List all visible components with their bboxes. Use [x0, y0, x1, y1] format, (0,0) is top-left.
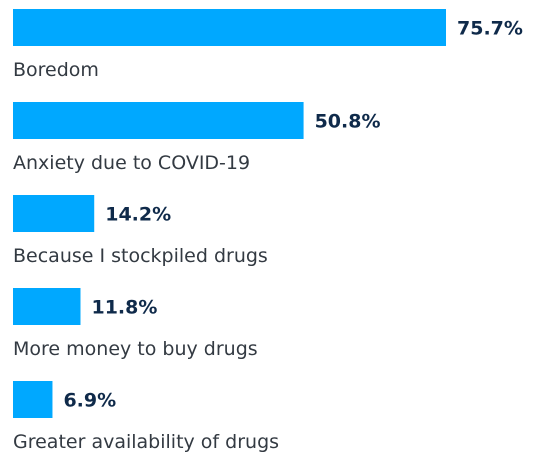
- bar-row: 14.2% Because I stockpiled drugs: [13, 195, 268, 267]
- bars-layer: 75.7% Boredom 50.8% Anxiety due to COVID-19…: [13, 9, 523, 453]
- bar: [13, 195, 95, 232]
- bar-value-label: 6.9%: [63, 390, 116, 412]
- category-label: Boredom: [13, 59, 99, 81]
- bar: [13, 381, 53, 418]
- bar-value-label: 50.8%: [315, 111, 381, 133]
- category-label: Because I stockpiled drugs: [13, 245, 268, 267]
- bar: [13, 288, 81, 325]
- bar-value-label: 14.2%: [105, 204, 171, 226]
- bar-row: 6.9% Greater availability of drugs: [13, 381, 279, 453]
- bar-value-label: 11.8%: [91, 297, 157, 319]
- bar-row: 11.8% More money to buy drugs: [13, 288, 258, 360]
- bar-row: 50.8% Anxiety due to COVID-19: [13, 102, 380, 174]
- bar: [13, 102, 304, 139]
- category-label: More money to buy drugs: [13, 338, 258, 360]
- bar-value-label: 75.7%: [457, 18, 523, 40]
- category-label: Greater availability of drugs: [13, 431, 279, 453]
- bar-row: 75.7% Boredom: [13, 9, 523, 81]
- bar: [13, 9, 447, 46]
- category-label: Anxiety due to COVID-19: [13, 152, 250, 174]
